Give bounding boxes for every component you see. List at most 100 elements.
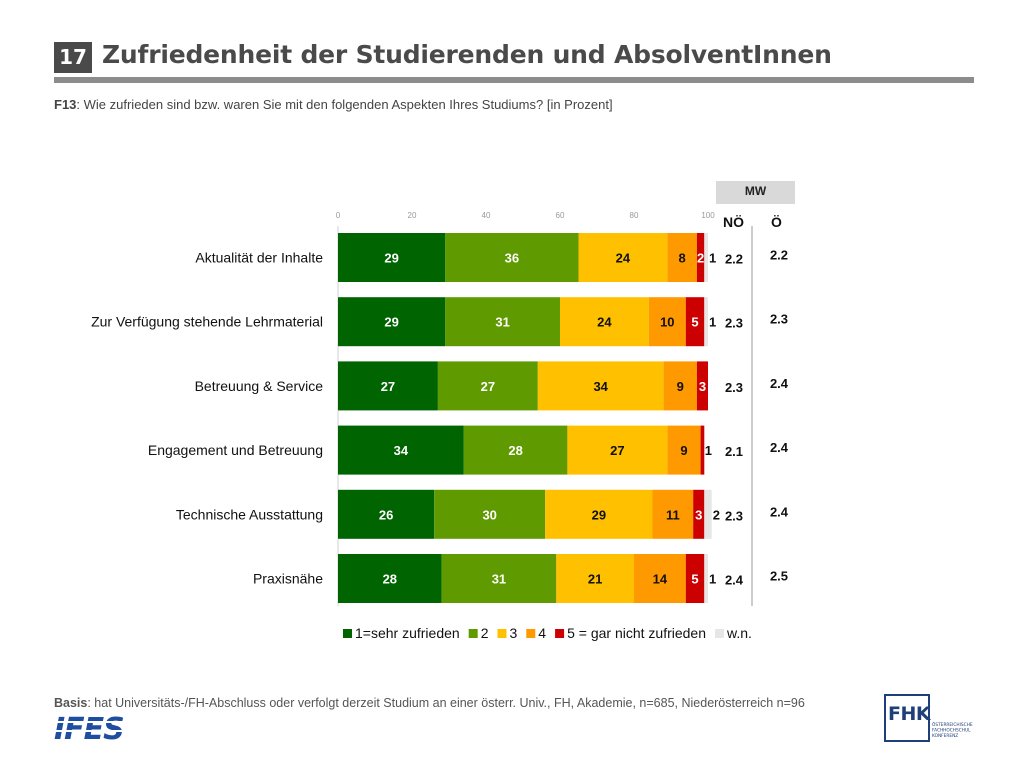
bar-segment <box>685 297 705 347</box>
bar-segment <box>696 233 705 282</box>
bar-segment <box>578 233 668 282</box>
bar-segment <box>445 233 579 282</box>
mw-noe-value: 2.3 <box>725 316 743 331</box>
data-label: 28 <box>508 443 522 458</box>
bar-segment <box>704 554 708 603</box>
fhk-logo-text: FHK <box>888 703 932 725</box>
mw-oe-value: 2.5 <box>770 569 788 584</box>
mw-oe-value: 2.4 <box>770 440 789 455</box>
mw-noe-value: 2.1 <box>725 444 743 459</box>
legend-swatch <box>497 629 507 638</box>
legend-label: 2 <box>481 625 489 641</box>
fhk-sub-3: KONFERENZ <box>932 733 958 739</box>
data-label: 29 <box>384 315 398 330</box>
legend-swatch <box>715 629 724 638</box>
data-label: 26 <box>379 507 393 522</box>
data-label: 8 <box>678 251 685 266</box>
category-label: Zur Verfügung stehende Lehrmaterial <box>91 314 323 330</box>
mw-oe-value: 2.2 <box>770 248 788 263</box>
x-tick-label: 0 <box>336 211 341 220</box>
x-tick-label: 100 <box>701 211 715 220</box>
data-label: 1 <box>709 315 716 330</box>
bar-segment <box>338 361 438 411</box>
bar-segment <box>463 425 568 475</box>
basis-text: : hat Universitäts-/FH-Abschluss oder ve… <box>87 696 805 710</box>
data-label: 9 <box>680 443 687 458</box>
bar-segment <box>652 489 694 539</box>
legend-swatch <box>555 629 565 638</box>
data-label: 28 <box>383 572 397 587</box>
data-label: 3 <box>695 507 702 522</box>
bar-segment <box>704 297 708 347</box>
legend-swatch <box>468 629 478 638</box>
mw-col-noe: NÖ <box>723 214 744 230</box>
data-label: 1 <box>705 443 712 458</box>
data-label: 21 <box>588 572 602 587</box>
data-label: 36 <box>505 251 519 266</box>
question-body: : Wie zufrieden sind bzw. waren Sie mit … <box>76 97 613 112</box>
legend-label: 5 = gar nicht zufrieden <box>567 625 706 641</box>
bar-segment <box>560 297 649 347</box>
data-label: 27 <box>610 443 624 458</box>
bar-segment <box>696 361 708 411</box>
data-label: 11 <box>666 507 680 522</box>
bar-segment <box>704 233 708 282</box>
data-label: 24 <box>616 251 631 266</box>
mw-col-oe: Ö <box>771 214 782 230</box>
data-label: 24 <box>597 315 612 330</box>
bar-segment <box>537 361 664 411</box>
bar-segment <box>556 554 634 603</box>
bar-segment <box>567 425 668 475</box>
bar-segment <box>648 297 686 347</box>
data-label: 9 <box>677 379 684 394</box>
x-tick-label: 20 <box>408 211 417 220</box>
data-label: 2 <box>697 251 704 266</box>
bar-segment <box>338 489 435 539</box>
data-label: 34 <box>593 379 608 394</box>
data-label: 3 <box>699 379 706 394</box>
bar-segment <box>663 361 697 411</box>
data-label: 1 <box>709 572 716 587</box>
mw-noe-value: 2.2 <box>725 252 743 267</box>
bar-segment <box>685 554 705 603</box>
bar-segment <box>667 425 701 475</box>
fhk-logo: FHK ÖSTERREICHISCHE FACHHOCHSCHUL KONFER… <box>884 694 973 742</box>
question-text: F13: Wie zufrieden sind bzw. waren Sie m… <box>54 97 613 112</box>
mw-noe-value: 2.4 <box>725 573 744 588</box>
basis-footnote: Basis: hat Universitäts-/FH-Abschluss od… <box>54 696 805 710</box>
bar-segment <box>545 489 653 539</box>
basis-label: Basis <box>54 696 88 710</box>
bar-segment <box>693 489 705 539</box>
data-label: 27 <box>381 379 395 394</box>
data-label: 1 <box>709 251 716 266</box>
bar-segment <box>700 425 705 475</box>
category-label: Technische Ausstattung <box>176 506 323 522</box>
legend-label: 4 <box>538 625 546 641</box>
data-label: 31 <box>492 572 506 587</box>
bar-segment <box>434 489 546 539</box>
data-label: 34 <box>394 443 409 458</box>
ifes-logo: IFES <box>54 712 124 742</box>
legend-swatch <box>526 629 536 638</box>
data-label: 31 <box>495 315 509 330</box>
legend-label: 1=sehr zufrieden <box>355 625 460 641</box>
data-label: 5 <box>691 315 698 330</box>
mw-noe-value: 2.3 <box>725 508 743 523</box>
bar-segment <box>338 297 446 347</box>
data-label: 29 <box>384 251 398 266</box>
category-label: Betreuung & Service <box>195 378 324 394</box>
bar-segment <box>634 554 686 603</box>
bar-segment <box>445 297 560 347</box>
x-tick-label: 80 <box>630 211 639 220</box>
x-tick-label: 40 <box>482 211 491 220</box>
bar-segment <box>704 489 712 539</box>
category-label: Engagement und Betreuung <box>148 442 323 458</box>
mw-oe-value: 2.3 <box>770 312 788 327</box>
bar-segment <box>338 425 464 475</box>
bar-segment <box>338 554 442 603</box>
data-label: 5 <box>691 572 698 587</box>
mw-header: MW <box>716 181 795 204</box>
data-label: 30 <box>482 507 496 522</box>
data-label: 27 <box>481 379 495 394</box>
